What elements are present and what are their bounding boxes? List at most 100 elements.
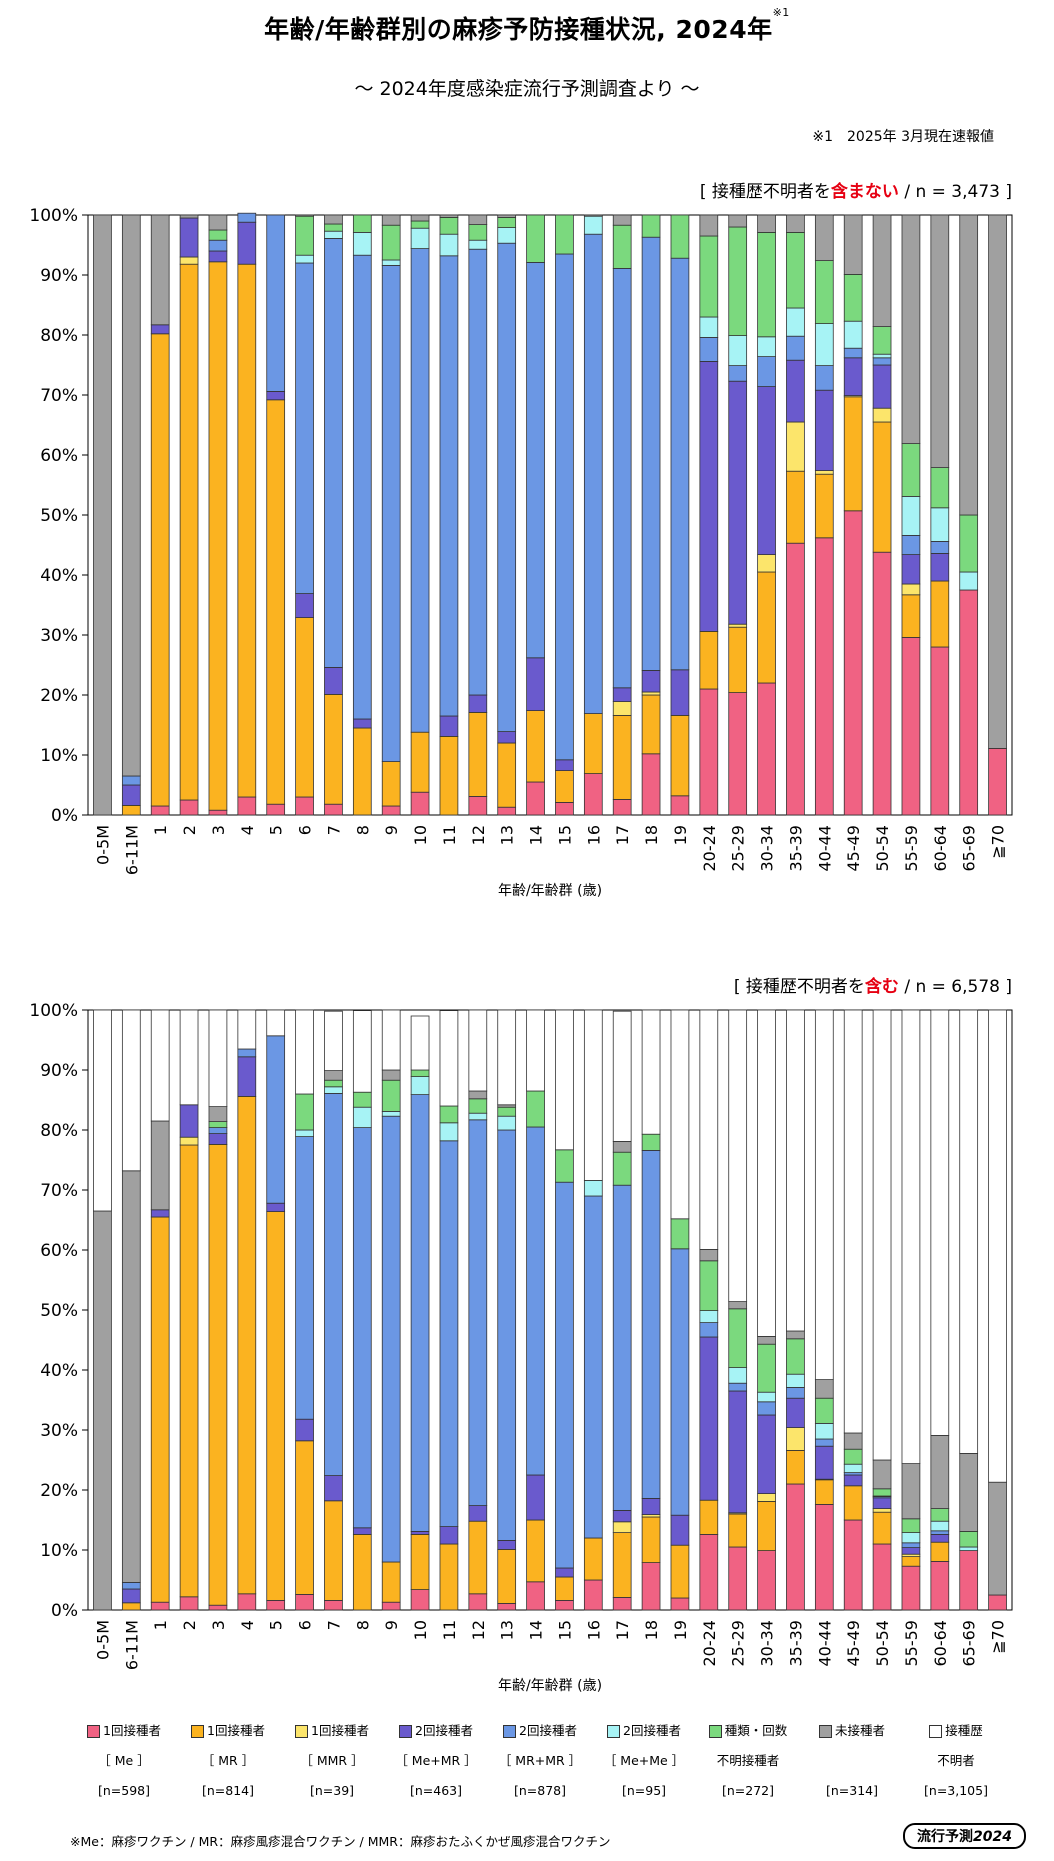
x-tick-label: 8	[353, 1620, 372, 1630]
bar-segment-me1	[179, 1596, 199, 1611]
bar-segment-mr_mr2	[901, 1542, 921, 1548]
bar-segment-unknown_type	[381, 224, 401, 261]
bar-segment-me_mr2	[526, 1474, 545, 1521]
bar-segment-me1	[786, 542, 805, 816]
bar-segment-mmr1	[901, 583, 921, 596]
bar-segment-unknown_type	[352, 1091, 372, 1108]
bar-segment-me1	[497, 1603, 517, 1611]
bar-segment-mmr1	[179, 1136, 199, 1146]
x-tick-label: 19	[671, 1620, 690, 1640]
page-title: 年齢/年齢群別の麻疹予防接種状況, 2024年※1	[0, 6, 1054, 46]
bar-segment-me_mr2	[352, 1527, 372, 1535]
x-tick-label: 40-44	[815, 825, 834, 872]
y-tick-label: 90%	[40, 266, 78, 286]
legend-swatch	[929, 1724, 943, 1738]
bar-segment-mr1	[439, 1543, 459, 1611]
bar-segment-unvaccinated	[786, 214, 805, 233]
bar-segment-me_me2	[295, 1129, 314, 1137]
bar-segment-unvaccinated	[150, 1120, 170, 1211]
bar-segment-me_me2	[583, 215, 603, 235]
bar-segment-unvaccinated	[699, 1248, 719, 1262]
x-tick-label: 2	[180, 825, 199, 835]
bar-segment-unvaccinated	[901, 214, 921, 445]
bar-segment-mr1	[526, 710, 545, 783]
x-tick-label: 60-64	[931, 825, 950, 872]
bar-segment-me_me2	[324, 1086, 343, 1094]
bar-segment-mr1	[612, 1532, 632, 1598]
bar-segment-me1	[901, 1565, 921, 1611]
bar-segment-mr_mr2	[468, 1119, 488, 1506]
bar-segment-me1	[410, 791, 430, 816]
bar-segment-me1	[237, 796, 257, 816]
bar-segment-mr1	[352, 1534, 372, 1611]
legend-count: [n=3,105]	[924, 1783, 988, 1798]
bar-segment-mr1	[266, 1211, 286, 1601]
x-tick-label: 5	[267, 1620, 286, 1630]
bar-segment-mr1	[352, 727, 372, 816]
bar-segment-history_unknown	[208, 1009, 228, 1107]
x-tick-label: 0-5M	[93, 1620, 112, 1660]
bar-segment-mr_mr2	[295, 1136, 314, 1420]
bar-segment-unvaccinated	[988, 1481, 1007, 1596]
bar-segment-mr_mr2	[814, 1438, 834, 1447]
legend-label: 2回接種者	[519, 1723, 577, 1738]
bar-segment-unknown_type	[814, 1397, 834, 1424]
legend-swatch	[191, 1724, 205, 1738]
bar-segment-mr_mr2	[843, 347, 863, 359]
bar-segment-mr_mr2	[699, 1322, 719, 1338]
bar-segment-history_unknown	[352, 1010, 372, 1093]
bar-segment-me_me2	[959, 571, 979, 591]
bar-segment-me_mr2	[901, 554, 921, 585]
bar-segment-me_mr2	[121, 1588, 141, 1604]
bar-segment-me1	[930, 646, 950, 816]
bar-segment-mmr1	[872, 407, 892, 423]
bar-segment-mmr1	[612, 1521, 632, 1533]
x-tick-label: 55-59	[902, 1620, 921, 1667]
bar-segment-unvaccinated	[93, 214, 112, 816]
bar-segment-unknown_type	[699, 1260, 719, 1311]
x-tick-label: 65-69	[960, 1620, 979, 1667]
bar-segment-me_me2	[324, 230, 343, 239]
bar-segment-mr_mr2	[814, 365, 834, 391]
bar-segment-mr1	[872, 1511, 892, 1545]
bar-segment-history_unknown	[468, 1009, 488, 1092]
bar-segment-mr1	[670, 715, 690, 797]
y-tick-label: 10%	[40, 1541, 78, 1561]
bar-segment-me1	[555, 802, 574, 816]
bar-segment-unvaccinated	[468, 214, 488, 226]
bar-segment-mr_mr2	[497, 1129, 517, 1541]
legend-label: 2回接種者	[415, 1723, 473, 1738]
bar-segment-history_unknown	[843, 1009, 863, 1434]
x-tick-label: 3	[209, 1620, 228, 1630]
chart-title-suffix: / n = 6,578 ]	[899, 977, 1012, 997]
bar-segment-me_me2	[381, 1110, 401, 1117]
bar-segment-history_unknown	[901, 1009, 921, 1465]
x-tick-label: 45-49	[844, 1620, 863, 1667]
bar-segment-me_me2	[728, 1367, 748, 1384]
bar-segment-me1	[641, 1562, 661, 1611]
x-tick-label: 0-5M	[93, 825, 112, 865]
bar-segment-history_unknown	[670, 1009, 690, 1220]
bar-segment-me1	[814, 1504, 834, 1611]
bar-segment-me_mr2	[786, 359, 805, 423]
bar-segment-unvaccinated	[843, 214, 863, 275]
bar-segment-mmr1	[641, 691, 661, 696]
x-axis-label: 年齢/年齢群 (歳)	[498, 883, 602, 899]
x-tick-label: 35-39	[786, 825, 805, 872]
bar-segment-me_me2	[439, 233, 459, 257]
bar-segment-me_me2	[757, 336, 776, 358]
bar-segment-me_mr2	[208, 250, 228, 263]
bar-segment-me_me2	[352, 232, 372, 256]
bar-segment-me_mr2	[930, 1534, 950, 1543]
title-note-mark: ※1	[772, 6, 790, 19]
x-tick-label: 7	[324, 825, 343, 835]
bar-segment-unvaccinated	[699, 214, 719, 237]
bar-segment-unvaccinated	[814, 1379, 834, 1399]
bar-segment-mr1	[179, 263, 199, 801]
title-text: 年齢/年齢群別の麻疹予防接種状況, 2024年	[264, 15, 773, 44]
bar-segment-unvaccinated	[843, 1432, 863, 1450]
legend-item-mr1: 1回接種者 ［ MR ］ [n=814]	[174, 1716, 282, 1806]
y-tick-label: 100%	[29, 206, 78, 226]
bar-segment-unvaccinated	[439, 214, 459, 218]
bar-segment-history_unknown	[757, 1009, 776, 1337]
